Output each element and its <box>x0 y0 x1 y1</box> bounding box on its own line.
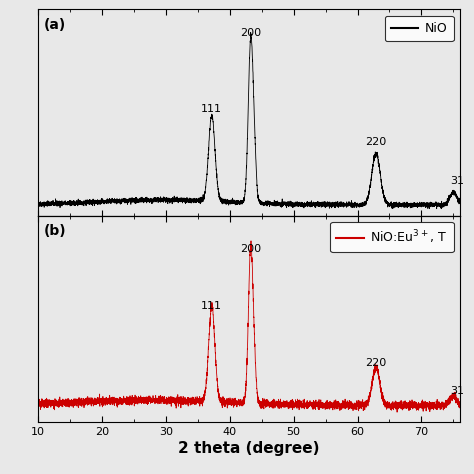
Text: 220: 220 <box>365 357 387 368</box>
Text: 31: 31 <box>450 386 464 396</box>
Legend: NiO: NiO <box>384 16 454 41</box>
Text: 31: 31 <box>450 176 464 186</box>
Text: 200: 200 <box>240 244 261 254</box>
Legend: NiO:Eu$^{3+}$, T: NiO:Eu$^{3+}$, T <box>330 222 454 252</box>
Text: 220: 220 <box>365 137 387 147</box>
Text: 200: 200 <box>240 27 261 37</box>
Text: (a): (a) <box>44 18 66 32</box>
X-axis label: 2 theta (degree): 2 theta (degree) <box>178 441 319 456</box>
Text: 111: 111 <box>201 104 222 114</box>
Text: (b): (b) <box>44 224 67 238</box>
Text: 111: 111 <box>201 301 222 310</box>
